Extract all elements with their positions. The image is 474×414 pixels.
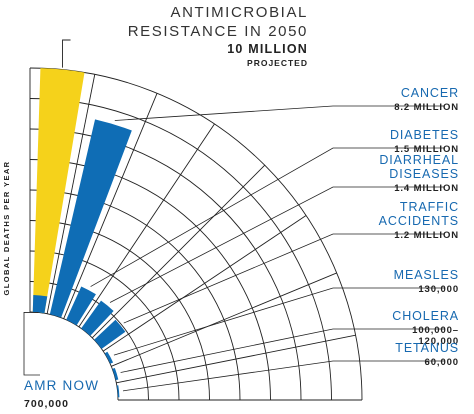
grid-spoke — [46, 74, 96, 314]
leader-amr-2050 — [62, 39, 71, 68]
bar-cholera — [112, 367, 119, 381]
amr-now-label: AMR NOW — [24, 378, 99, 393]
leader-line — [122, 360, 445, 392]
leader-amr-now — [23, 312, 40, 376]
headline-note: PROJECTED — [247, 58, 308, 68]
category-value: 1.4 MILLION — [394, 183, 459, 194]
category-value: 1.5 MILLION — [394, 144, 459, 155]
bar-tetanus — [116, 385, 120, 398]
category-value: 1.2 MILLION — [394, 230, 459, 241]
bar-diabetes — [66, 286, 96, 326]
grid-spoke — [78, 123, 215, 328]
bar-measles — [104, 351, 114, 364]
leader-line — [123, 233, 445, 324]
category-name: CHOLERA — [392, 309, 459, 323]
category-value: 120,000 — [418, 336, 459, 347]
grid-spoke — [111, 272, 337, 367]
category-value: 130,000 — [418, 284, 459, 295]
category-name: ACCIDENTS — [379, 214, 459, 228]
category-value: 8.2 MILLION — [394, 102, 459, 113]
category-value: 60,000 — [425, 357, 459, 368]
category-name: MEASLES — [394, 268, 459, 282]
amr-now-value: 700,000 — [24, 398, 69, 410]
grid-spoke — [91, 164, 266, 339]
category-name: DIARRHEAL — [379, 153, 459, 167]
category-name: DIABETES — [390, 128, 459, 142]
grid-spoke — [63, 93, 158, 319]
bar-diarrheal-diseases — [81, 300, 114, 336]
category-name: TRAFFIC — [400, 200, 459, 214]
category-name: CANCER — [401, 86, 459, 100]
chart-title-line1: ANTIMICROBIAL — [171, 4, 308, 21]
leader-line — [90, 147, 445, 287]
y-axis-label: GLOBAL DEATHS PER YEAR — [2, 161, 11, 296]
category-labels: CANCER 8.2 MILLION DIABETES 1.5 MILLIONDIAR… — [379, 86, 459, 368]
headline-value: 10 MILLION — [227, 42, 308, 56]
bar-amr-now — [32, 294, 48, 314]
leader-line — [109, 186, 445, 303]
category-value: 100,000– — [412, 325, 459, 336]
category-name: TETANUS — [395, 341, 459, 355]
leader-line — [113, 287, 445, 356]
leader-line — [120, 328, 445, 373]
grid-spoke — [116, 334, 356, 384]
grid-spoke — [102, 215, 307, 352]
chart-title-line2: RESISTANCE IN 2050 — [128, 23, 308, 40]
leader-line — [114, 105, 445, 121]
leader-lines — [23, 39, 445, 392]
bar-cancer — [49, 119, 132, 318]
radial-spokes — [29, 68, 362, 401]
bar-traffic-accidents — [94, 319, 126, 349]
category-name: DISEASES — [389, 167, 459, 181]
bars-group — [32, 68, 132, 398]
bar-amr-2050 — [32, 68, 85, 314]
